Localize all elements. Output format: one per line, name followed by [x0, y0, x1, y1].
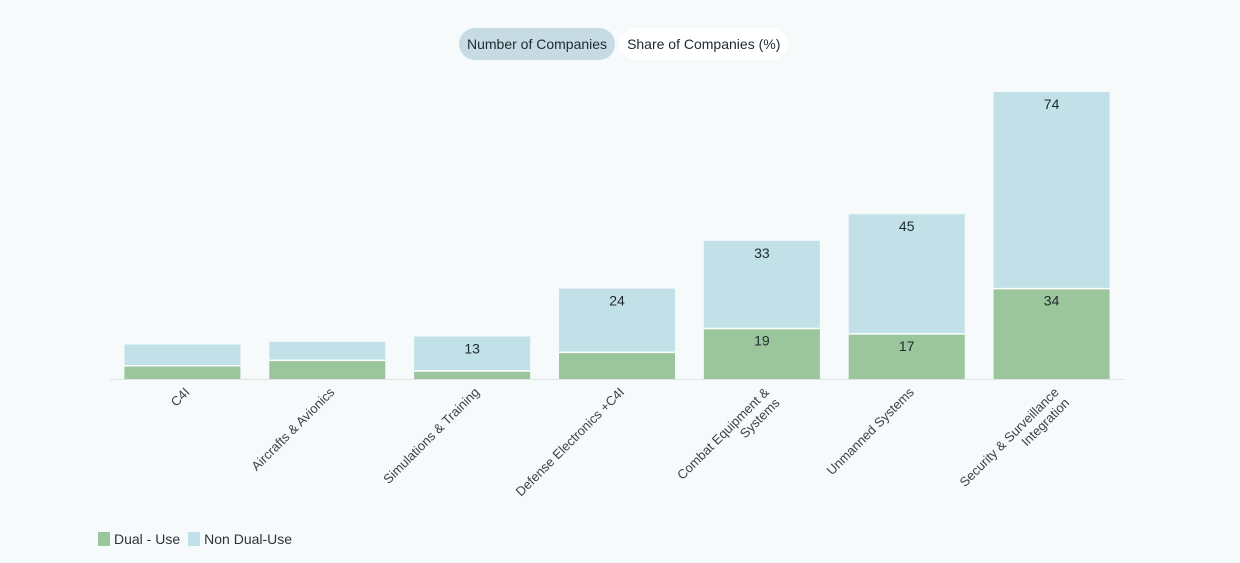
bar-non-dual-use-simulations-training[interactable]: [414, 336, 531, 372]
bar-dual-use-simulations-training[interactable]: [414, 371, 531, 379]
bar-dual-use-unmanned-systems[interactable]: [848, 333, 965, 379]
x-tick-label-line: Defense Electronics +C4I: [513, 385, 628, 500]
toggle-number-of-companies[interactable]: Number of Companies: [459, 28, 616, 60]
toggle-share-of-companies[interactable]: Share of Companies (%): [619, 28, 789, 60]
legend-label-dual-use: Dual - Use: [114, 531, 181, 547]
bar-non-dual-use-defense-electronics-c4i[interactable]: [559, 288, 675, 353]
data-label-dual-use-unmanned-systems: 17: [899, 338, 915, 354]
legend-item-non-dual-use[interactable]: Non Dual-Use: [188, 531, 292, 547]
x-tick-label-defense-electronics-c4i: Defense Electronics +C4I: [513, 385, 628, 500]
bar-dual-use-aircrafts-avionics[interactable]: [269, 360, 386, 379]
bar-non-dual-use-unmanned-systems[interactable]: [848, 214, 965, 334]
x-tick-label-line: Security & Surveillance: [957, 385, 1062, 490]
x-tick-label-line: Aircrafts & Avionics: [248, 384, 337, 473]
bar-non-dual-use-aircrafts-avionics[interactable]: [269, 341, 386, 361]
bar-dual-use-c4i[interactable]: [124, 365, 241, 379]
x-tick-label-line: Unmanned Systems: [823, 384, 917, 478]
x-tick-label-combat-equipment-systems: Combat Equipment &Systems: [674, 384, 783, 493]
bar-non-dual-use-combat-equipment-systems[interactable]: [703, 240, 820, 329]
x-tick-label-c4i: C4I: [168, 385, 193, 410]
data-label-non-dual-use-defense-electronics-c4i: 24: [609, 293, 625, 309]
bar-dual-use-combat-equipment-systems[interactable]: [703, 328, 820, 379]
x-tick-label-line: C4I: [168, 385, 193, 410]
legend-swatch-dual-use: [98, 532, 110, 546]
stacked-bar-chart: C4I Aircrafts & Avionics 13 Simulations & T…: [110, 92, 1124, 501]
legend: Dual - Use Non Dual-Use: [98, 531, 292, 547]
data-label-non-dual-use-combat-equipment-systems: 33: [754, 245, 770, 261]
data-label-non-dual-use-unmanned-systems: 45: [899, 218, 915, 234]
bar-non-dual-use-security-surveillance-integration[interactable]: [993, 92, 1110, 289]
data-label-non-dual-use-security-surveillance-integration: 74: [1044, 96, 1060, 112]
legend-item-dual-use[interactable]: Dual - Use: [98, 531, 180, 547]
legend-label-non-dual-use: Non Dual-Use: [204, 531, 293, 547]
data-label-dual-use-combat-equipment-systems: 19: [754, 333, 770, 349]
data-label-dual-use-security-surveillance-integration: 34: [1044, 293, 1060, 309]
bar-dual-use-security-surveillance-integration[interactable]: [993, 288, 1110, 379]
bar-non-dual-use-c4i[interactable]: [124, 344, 241, 366]
x-tick-label-simulations-training: Simulations & Training: [380, 385, 482, 487]
view-toggle: Number of Companies Share of Companies (…: [459, 28, 789, 60]
legend-swatch-non-dual-use: [188, 532, 201, 546]
x-tick-label-unmanned-systems: Unmanned Systems: [823, 384, 917, 478]
x-tick-label-line: Combat Equipment &: [674, 384, 772, 482]
x-tick-label-security-surveillance-integration: Security & SurveillanceIntegration: [957, 385, 1073, 501]
x-tick-label-line: Simulations & Training: [380, 385, 482, 487]
data-label-non-dual-use-simulations-training: 13: [464, 340, 480, 356]
x-tick-label-aircrafts-avionics: Aircrafts & Avionics: [248, 384, 337, 473]
bar-dual-use-defense-electronics-c4i[interactable]: [559, 352, 675, 379]
